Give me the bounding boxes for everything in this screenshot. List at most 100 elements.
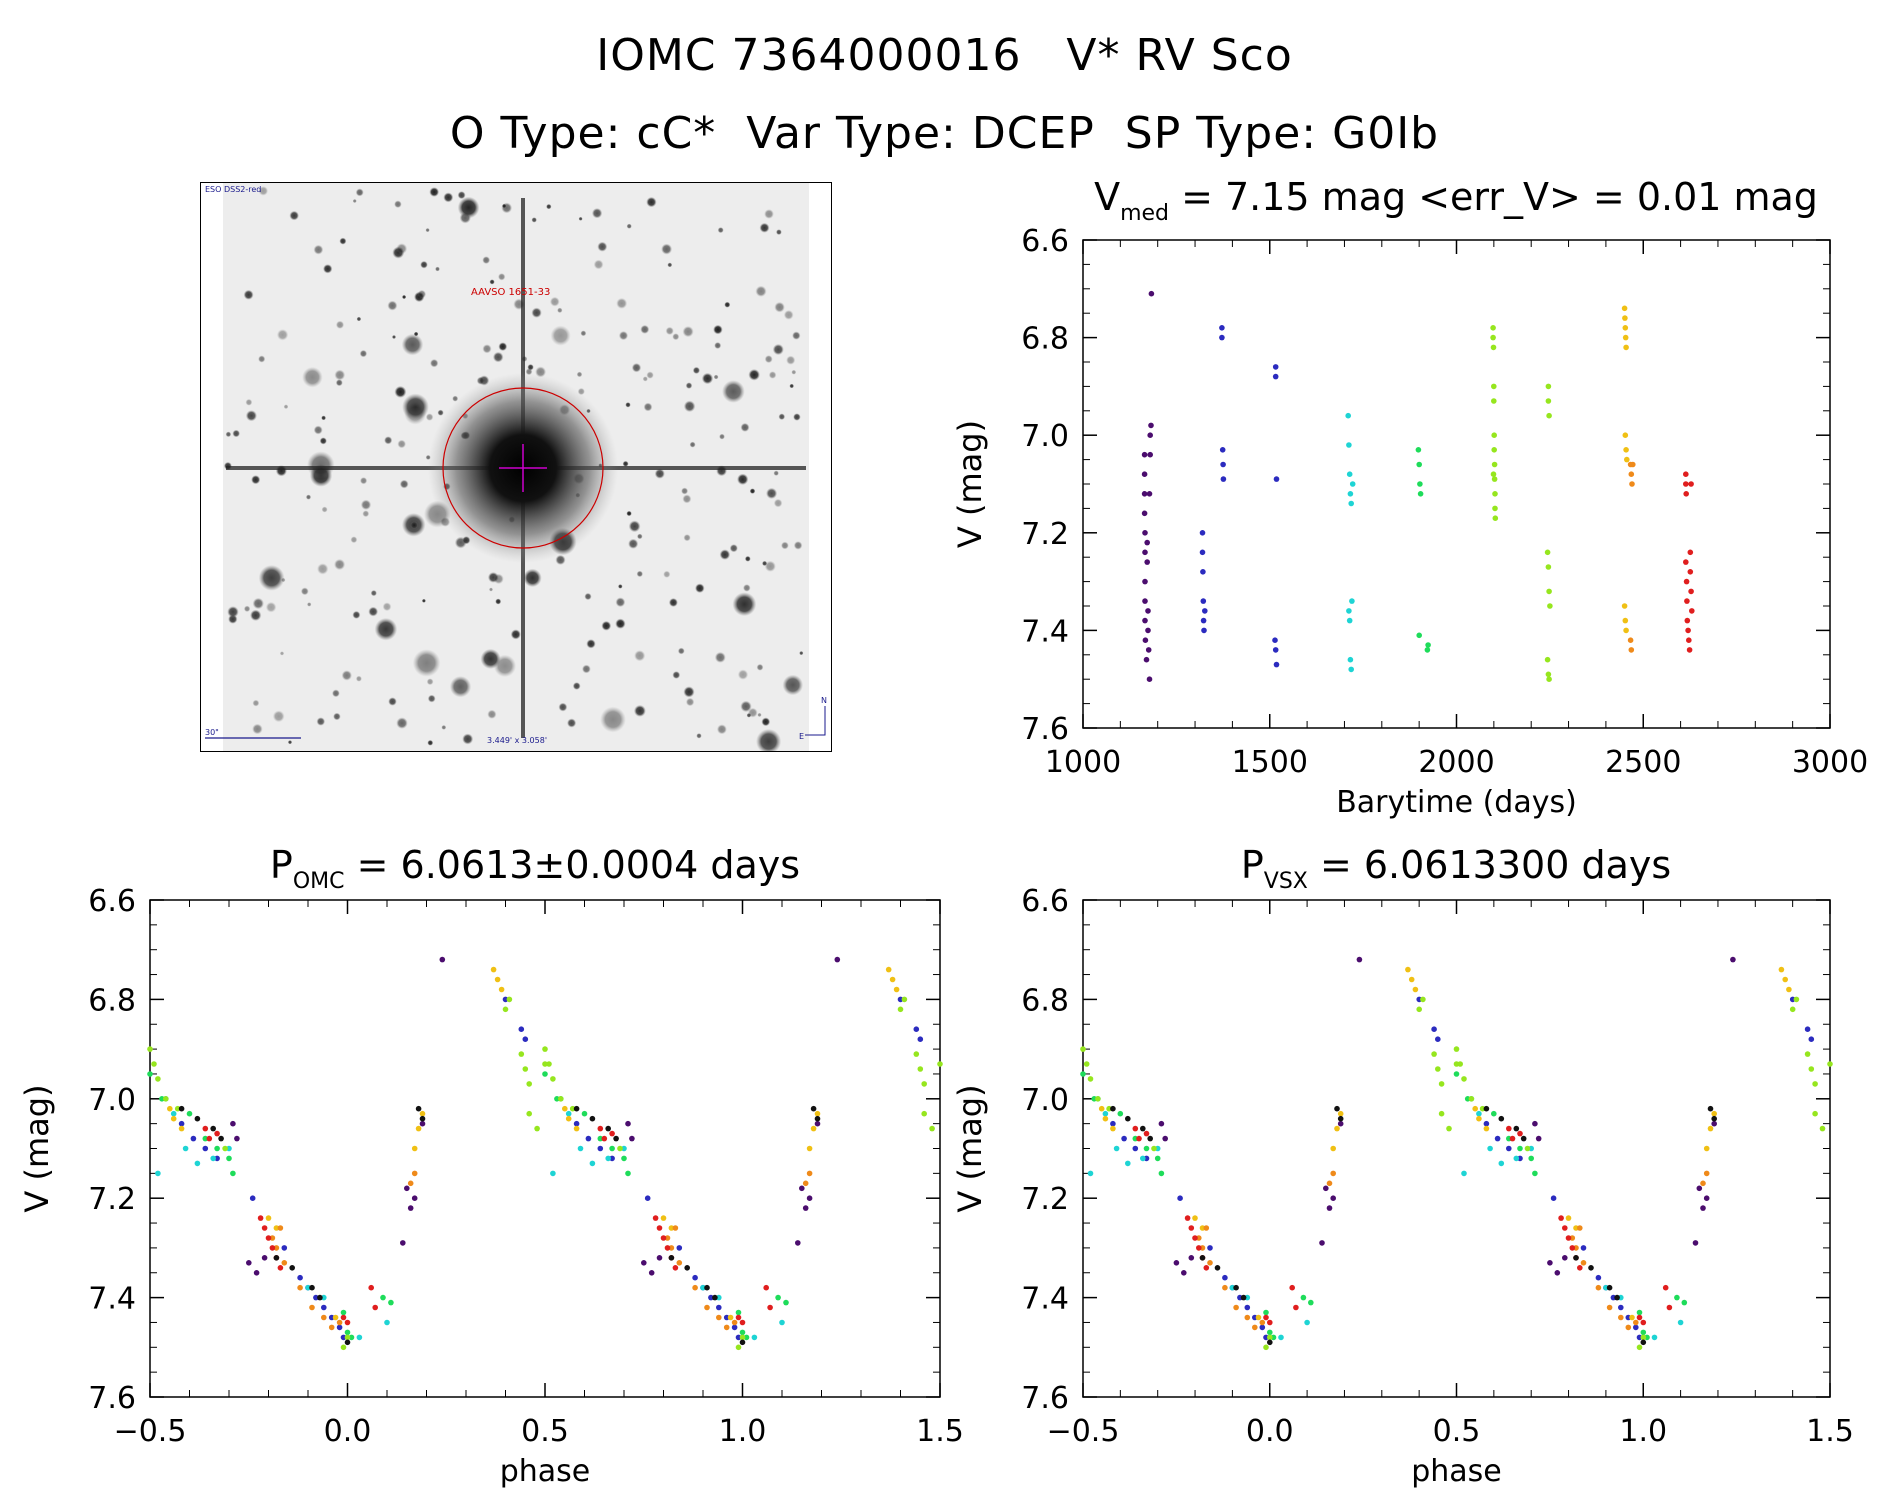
data-point — [573, 1125, 580, 1132]
data-points — [1080, 956, 1833, 1351]
background-star — [396, 243, 408, 255]
data-point — [1346, 471, 1353, 478]
y-tick-label: 6.6 — [1021, 224, 1069, 259]
y-tick-label: 6.6 — [1021, 884, 1069, 919]
data-point — [1132, 1125, 1139, 1132]
finder-chart-svg: ESO DSS2-red AAVSO 1651-33 30" 3.449' x … — [201, 183, 831, 751]
data-point — [1233, 1304, 1239, 1311]
background-star — [362, 510, 370, 518]
data-point — [273, 1225, 280, 1231]
data-point — [1804, 1051, 1811, 1057]
background-star — [441, 725, 447, 730]
data-point — [660, 1215, 667, 1221]
data-point — [147, 1046, 153, 1052]
data-point — [1196, 1235, 1202, 1241]
data-point — [1356, 956, 1363, 963]
data-point — [1573, 1245, 1579, 1251]
data-point — [1416, 632, 1422, 639]
background-star — [335, 320, 345, 329]
data-point — [1627, 461, 1634, 468]
data-point — [159, 1096, 165, 1102]
data-point — [1438, 1110, 1445, 1117]
data-point — [1625, 1314, 1632, 1321]
background-star — [692, 366, 700, 374]
data-point — [246, 1260, 252, 1266]
data-point — [1347, 491, 1354, 497]
background-star — [665, 326, 674, 335]
data-point — [1330, 1195, 1336, 1201]
data-point — [1435, 1066, 1441, 1072]
background-star — [682, 326, 694, 338]
data-point — [1624, 456, 1630, 463]
background-star — [258, 186, 269, 196]
x-tick-label: 0.0 — [324, 1414, 372, 1449]
data-point — [779, 1319, 785, 1326]
data-point — [1319, 1240, 1325, 1246]
data-point — [913, 1051, 920, 1057]
data-point — [1524, 1145, 1531, 1152]
data-point — [1622, 617, 1629, 624]
background-star — [615, 597, 626, 608]
data-point — [289, 1265, 296, 1271]
background-star — [631, 363, 642, 373]
data-point — [589, 1160, 596, 1167]
data-point — [1689, 608, 1695, 614]
data-point — [1142, 549, 1148, 556]
background-star — [683, 686, 695, 698]
background-star — [335, 379, 343, 387]
data-point — [1098, 1105, 1105, 1112]
background-star — [626, 223, 632, 229]
data-point — [1200, 598, 1207, 604]
data-point — [1199, 1245, 1206, 1251]
x-axis-label: Barytime (days) — [1336, 785, 1577, 820]
data-point — [265, 1215, 272, 1221]
data-point — [1517, 1130, 1523, 1137]
data-point — [1789, 996, 1796, 1003]
data-point — [502, 1006, 509, 1013]
y-tick-label: 7.0 — [1021, 419, 1069, 454]
data-point — [407, 1205, 414, 1211]
data-point — [731, 1324, 738, 1331]
data-point — [1219, 447, 1226, 453]
data-point — [1199, 1225, 1206, 1231]
data-point — [1278, 1334, 1284, 1341]
data-point — [1812, 1081, 1818, 1087]
background-star — [394, 200, 402, 208]
data-point — [1700, 1180, 1706, 1187]
data-point — [1337, 1120, 1344, 1127]
background-star — [654, 468, 665, 479]
data-point — [1263, 1309, 1269, 1316]
background-star — [323, 264, 333, 274]
data-point — [775, 1294, 781, 1301]
data-point — [1192, 1235, 1198, 1241]
data-point — [328, 1324, 335, 1331]
y-tick-label: 6.8 — [1021, 983, 1069, 1018]
phase_omc-panel: −0.5 0.0 0.5 1.0 1.5 6.6 6.8 7.0 7.2 7.4 7.6 phase V… — [18, 843, 964, 1489]
data-point — [1517, 1155, 1523, 1162]
data-point — [644, 1195, 651, 1201]
data-point — [1630, 461, 1636, 468]
data-point — [194, 1160, 201, 1167]
data-point — [1545, 671, 1552, 678]
data-point — [1207, 1245, 1213, 1251]
x-tick-label: 1500 — [1232, 745, 1308, 780]
data-point — [795, 1240, 801, 1246]
background-star — [435, 266, 440, 272]
data-point — [751, 1334, 758, 1341]
data-point — [1636, 1344, 1643, 1351]
data-point — [1517, 1145, 1523, 1152]
data-point — [1554, 1270, 1561, 1276]
data-point — [1272, 373, 1279, 380]
data-point — [1141, 451, 1148, 458]
background-star — [761, 717, 771, 727]
panel-title: PVSX = 6.0613300 days — [1241, 843, 1671, 894]
plot-frame — [1082, 899, 1831, 1398]
x-tick-label: −0.5 — [1047, 1414, 1120, 1449]
data-point — [1177, 1195, 1183, 1201]
data-point — [404, 1185, 410, 1192]
y-axis-label: V (mag) — [951, 420, 989, 548]
data-point — [1346, 617, 1353, 624]
background-star — [307, 451, 335, 479]
data-point — [1545, 398, 1552, 404]
data-point — [1346, 442, 1352, 448]
